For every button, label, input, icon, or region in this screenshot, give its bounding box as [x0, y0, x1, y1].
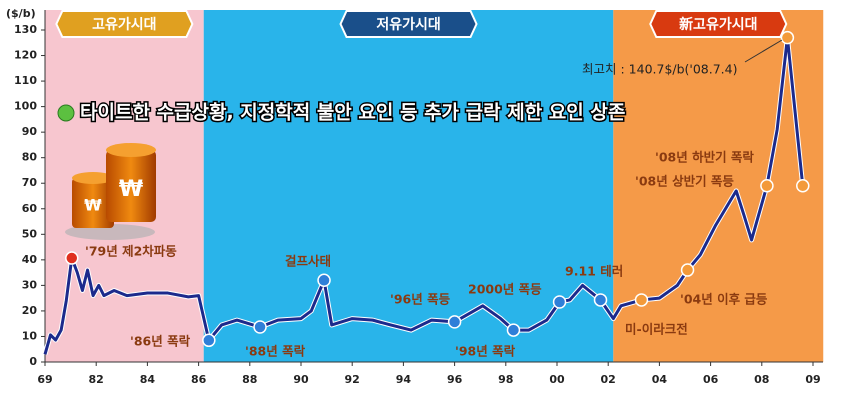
era-band: [203, 10, 614, 362]
annotation: '98년 폭락: [455, 344, 516, 359]
annotation: 2000년 폭등: [468, 282, 542, 297]
annotation: '08년 상반기 폭등: [635, 174, 734, 189]
era-label: 新고유가시대: [679, 16, 757, 33]
oil-barrels-icon: ₩ ₩: [65, 143, 156, 240]
event-marker: [253, 320, 267, 334]
svg-text:₩: ₩: [119, 177, 143, 202]
annotation: '79년 제2차파동: [85, 244, 177, 259]
event-marker: [447, 315, 462, 329]
y-tick-label: 30: [22, 278, 38, 291]
era-badge: [55, 10, 194, 38]
event-marker: [780, 30, 795, 45]
annotation: '08년 하반기 폭락: [655, 150, 754, 165]
x-tick-label: 69: [37, 373, 52, 386]
era-badge: [339, 10, 478, 38]
annotation: '96년 폭등: [390, 292, 451, 307]
y-tick-label: 20: [22, 304, 38, 317]
event-marker: [796, 179, 810, 193]
annotation: '04년 이후 급등: [680, 292, 768, 307]
annotation: 최고치 : 140.7$/b('08.7.4): [582, 62, 738, 77]
svg-text:₩: ₩: [84, 196, 102, 215]
x-tick-label: 09: [805, 373, 820, 386]
x-tick-label: 04: [652, 373, 668, 386]
y-tick-label: 50: [22, 227, 38, 240]
event-marker: [202, 333, 216, 348]
y-tick-label: 110: [14, 74, 37, 87]
era-badge: [649, 10, 788, 38]
event-marker: [65, 251, 79, 265]
y-tick-label: 0: [29, 355, 37, 368]
x-tick-label: 88: [242, 373, 257, 386]
y-tick-label: 60: [22, 202, 38, 215]
headline: 타이트한 수급상황, 지정학적 불안 요인 등 추가 급락 제한 요인 상존: [80, 101, 625, 124]
x-tick-label: 00: [549, 373, 565, 386]
x-tick-label: 82: [89, 373, 104, 386]
y-tick-label: 80: [22, 151, 38, 164]
x-tick-label: 98: [498, 373, 513, 386]
x-tick-label: 90: [293, 373, 309, 386]
y-tick-label: 130: [14, 23, 37, 36]
x-tick-label: 96: [447, 373, 463, 386]
annotation: 미-이라크전: [625, 322, 688, 337]
annotation: '86년 폭락: [130, 334, 191, 349]
x-tick-label: 06: [703, 373, 719, 386]
event-marker: [760, 179, 774, 193]
y-tick-label: 100: [14, 100, 37, 113]
annotation: 걸프사태: [285, 254, 331, 269]
annotation: 9.11 테러: [565, 264, 623, 279]
x-tick-label: 86: [191, 373, 207, 386]
x-tick-label: 08: [754, 373, 769, 386]
event-marker: [552, 295, 567, 309]
y-tick-label: 90: [22, 125, 38, 138]
event-marker: [680, 263, 695, 277]
y-tick-label: 40: [22, 253, 38, 266]
x-tick-label: 94: [396, 373, 412, 386]
event-marker: [317, 273, 331, 288]
x-tick-label: 02: [601, 373, 616, 386]
y-unit: ($/b): [6, 7, 36, 20]
era-label: 고유가시대: [92, 17, 156, 33]
era-label: 저유가시대: [376, 17, 440, 33]
annotation: '88년 폭락: [245, 344, 306, 359]
event-marker: [506, 323, 521, 337]
x-tick-label: 84: [140, 373, 156, 386]
x-tick-label: 92: [345, 373, 360, 386]
y-tick-label: 10: [22, 329, 38, 342]
peak-pointer: [744, 39, 783, 63]
event-marker: [634, 293, 649, 307]
y-tick-label: 120: [14, 49, 37, 62]
headline-bullet: [57, 104, 75, 122]
event-marker: [593, 293, 608, 307]
y-tick-label: 70: [22, 176, 38, 189]
